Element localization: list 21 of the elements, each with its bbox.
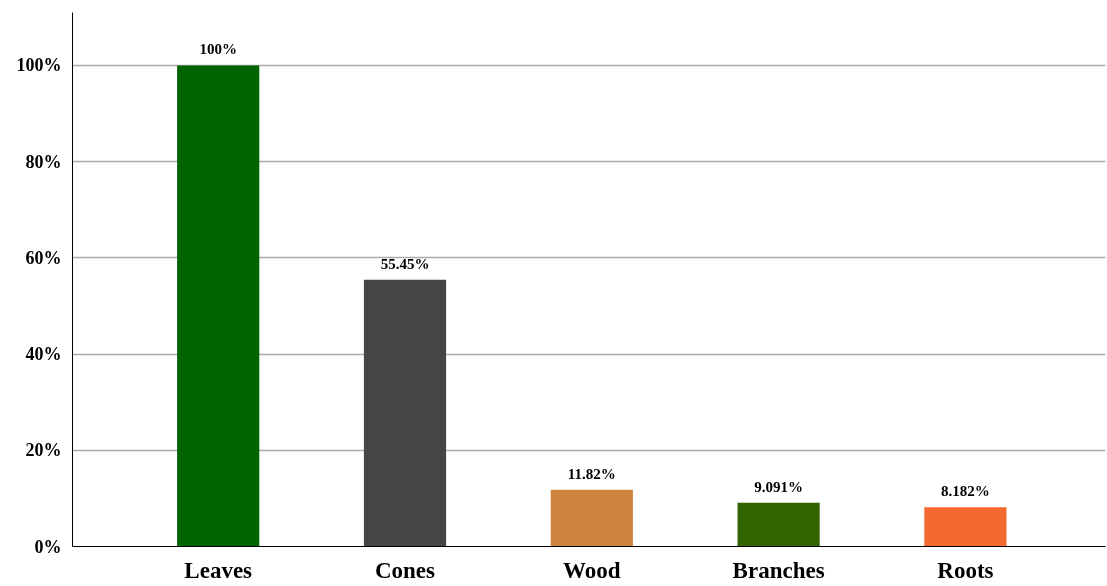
bar [177, 65, 260, 547]
data-label: 11.82% [567, 465, 616, 482]
x-tick-label: Leaves [184, 557, 253, 583]
y-tick-label: 40% [25, 344, 62, 365]
x-tick-label: Roots [937, 557, 994, 583]
bar [363, 279, 447, 547]
bar [737, 502, 820, 547]
y-tick-label: 0% [34, 536, 62, 557]
data-label: 9.091% [754, 478, 803, 495]
y-tick-label: 80% [25, 151, 62, 172]
data-label: 55.45% [380, 255, 430, 272]
data-label: 100% [199, 41, 237, 58]
x-tick-label: Branches [732, 557, 825, 583]
x-tick-label: Wood [563, 557, 621, 583]
y-tick-label: 100% [16, 55, 62, 76]
y-tick-label: 60% [25, 247, 62, 268]
y-tick-label: 20% [25, 440, 62, 461]
bar [550, 489, 633, 547]
bar [924, 507, 1007, 547]
x-tick-label: Cones [374, 557, 436, 583]
data-label: 8.182% [941, 483, 990, 500]
